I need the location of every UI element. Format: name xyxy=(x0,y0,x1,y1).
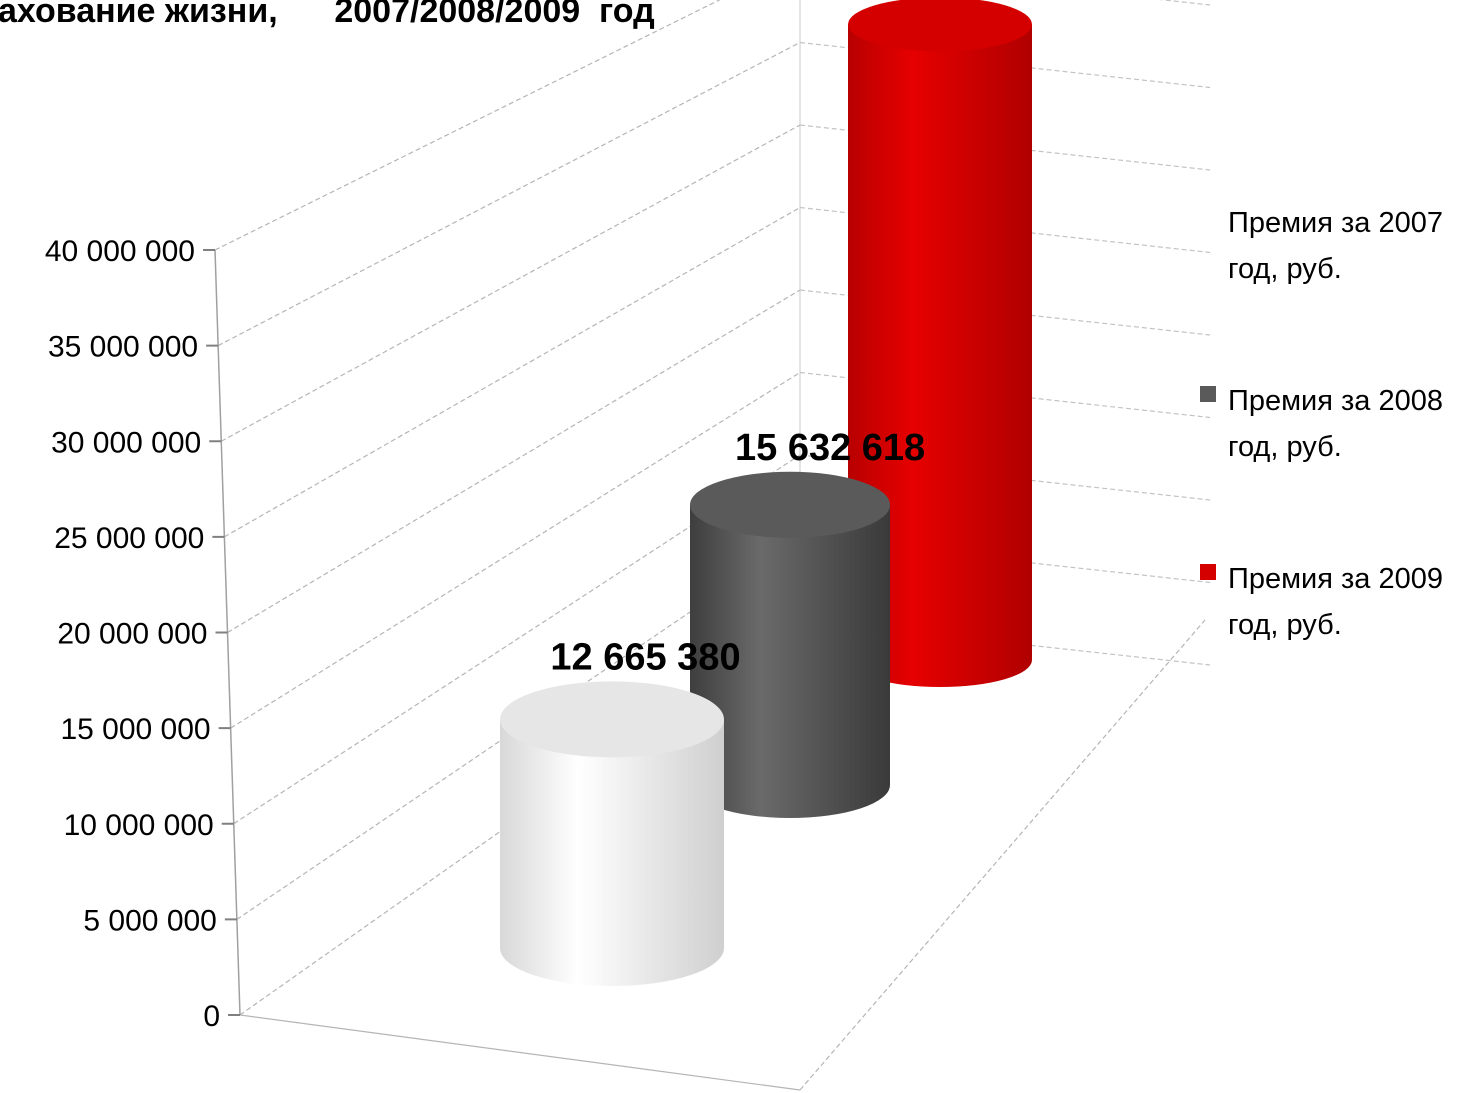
y-tick-label: 20 000 000 xyxy=(57,618,207,651)
bar-body xyxy=(500,719,724,986)
bar-body xyxy=(690,504,890,818)
y-tick-label: 25 000 000 xyxy=(54,522,204,555)
gridline-left xyxy=(214,0,721,251)
legend: Премия за 2007 год, руб. Премия за 2008 год… xyxy=(1200,207,1443,641)
bar-top xyxy=(690,471,890,538)
floor-edge xyxy=(239,1014,801,1091)
y-tick-label: 0 xyxy=(203,1000,220,1033)
legend-item-1: Премия за 2008 год, руб. xyxy=(1200,385,1443,463)
chart-title: ахование жизни, 2007/2008/2009 год xyxy=(0,0,655,30)
gridline-left xyxy=(224,206,801,538)
y-axis: 0 5 000 000 10 000 000 15 000 000 20 000 000… xyxy=(45,235,241,1033)
bar-body xyxy=(848,24,1032,687)
data-label-1: 15 632 618 xyxy=(735,427,925,469)
y-tick-label: 40 000 000 xyxy=(45,235,195,268)
y-tick-label: 35 000 000 xyxy=(48,331,198,364)
bar-top xyxy=(848,0,1032,52)
legend-swatch xyxy=(1200,386,1216,402)
legend-item-2: Премия за 2009 год, руб. xyxy=(1200,563,1443,641)
bars xyxy=(500,0,1032,986)
gridline-right xyxy=(1158,0,1211,6)
data-label-0: 12 665 380 xyxy=(550,636,740,678)
bar-0 xyxy=(500,681,724,986)
bar-1 xyxy=(690,471,890,818)
y-tick-label: 30 000 000 xyxy=(51,426,201,459)
y-tick-label: 5 000 000 xyxy=(83,904,216,937)
legend-label: Премия за 2007 год, руб. xyxy=(1228,207,1443,285)
bar-top xyxy=(500,681,724,758)
bar-2 xyxy=(848,0,1032,687)
legend-label: Премия за 2008 год, руб. xyxy=(1228,385,1443,463)
legend-item-0: Премия за 2007 год, руб. xyxy=(1228,207,1443,285)
gridline-left xyxy=(227,289,801,634)
legend-swatch xyxy=(1200,564,1216,580)
legend-label: Премия за 2009 год, руб. xyxy=(1228,563,1443,641)
gridline-left xyxy=(220,124,801,442)
y-tick-label: 15 000 000 xyxy=(60,713,210,746)
y-tick-label: 10 000 000 xyxy=(64,809,214,842)
gridline-left xyxy=(217,41,801,347)
